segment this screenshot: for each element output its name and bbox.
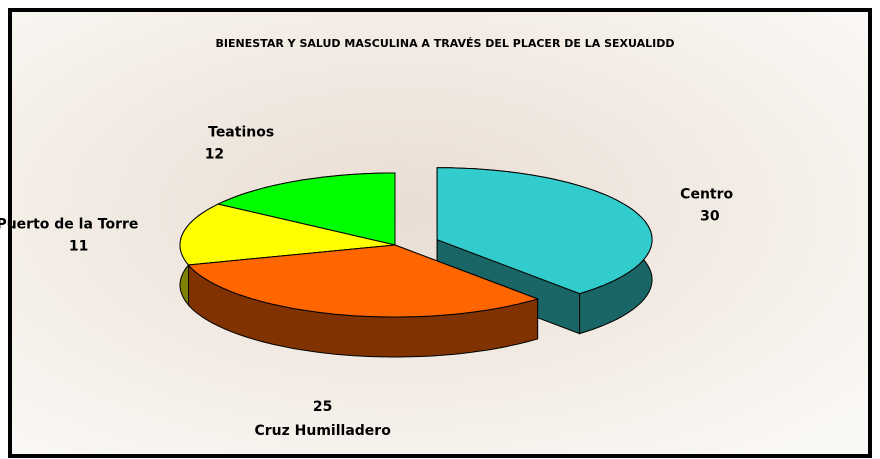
value-label: 12 [205, 147, 224, 163]
chart: BIENESTAR Y SALUD MASCULINA A TRAVÉS DEL… [0, 0, 880, 459]
value-label: 11 [69, 239, 88, 255]
category-label: Teatinos [208, 125, 274, 141]
value-label: 30 [700, 209, 720, 225]
category-label: Cruz Humilladero [254, 423, 391, 439]
page: {"chart_data": {"type": "pie3d", "title"… [0, 0, 880, 459]
category-label: Centro [680, 187, 733, 203]
chart-title: BIENESTAR Y SALUD MASCULINA A TRAVÉS DEL… [216, 37, 675, 50]
value-label: 25 [313, 399, 332, 415]
category-label: Puerto de la Torre [0, 217, 138, 233]
